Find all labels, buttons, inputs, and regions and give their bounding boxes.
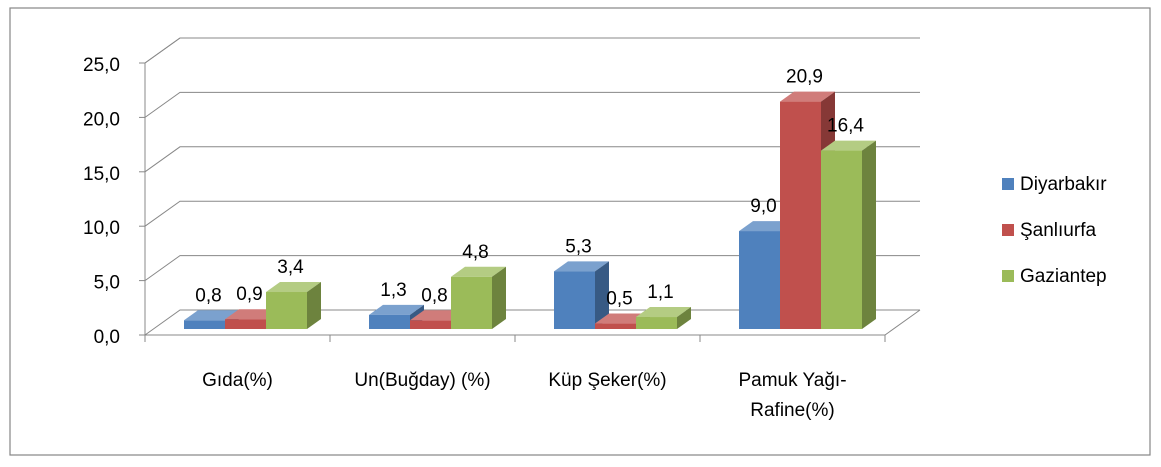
y-tick-label: 10,0 <box>83 218 120 239</box>
y-tick-label: 0,0 <box>94 327 120 348</box>
value-label: 1,1 <box>647 282 673 303</box>
bar-side <box>307 282 321 329</box>
bar-side <box>595 261 609 329</box>
bar-top <box>184 310 239 321</box>
legend-label: Diyarbakır <box>1020 174 1107 195</box>
bar <box>451 266 506 329</box>
grid-line <box>144 200 920 227</box>
bar-side <box>862 140 876 329</box>
bar-side <box>492 266 506 329</box>
value-label: 20,9 <box>786 67 823 88</box>
x-tick-label: Küp Şeker(%) <box>548 370 666 391</box>
bar-top <box>821 140 876 151</box>
bar-top <box>780 91 835 102</box>
value-label: 0,5 <box>606 289 632 310</box>
grid-line <box>144 255 920 282</box>
bar-front <box>821 150 862 329</box>
value-label: 3,4 <box>277 257 304 278</box>
y-tick-label: 15,0 <box>83 164 120 185</box>
x-tick-label: Un(Buğday) (%) <box>354 370 490 391</box>
x-tick-label: Gıda(%) <box>202 370 273 391</box>
bar-top <box>636 307 691 318</box>
x-tick-label: Pamuk Yağı-Rafine(%) <box>738 370 846 421</box>
bar-front <box>739 231 780 329</box>
bar-front <box>184 320 225 329</box>
grid-line <box>144 91 920 118</box>
bar-top <box>554 261 609 272</box>
grid-line <box>144 146 920 173</box>
value-label: 4,8 <box>462 242 488 263</box>
value-label: 1,3 <box>380 280 406 301</box>
bar <box>821 140 876 329</box>
bar-front <box>636 317 677 329</box>
legend-swatch <box>1002 270 1014 282</box>
bar-front <box>369 314 410 329</box>
value-label: 9,0 <box>750 196 776 217</box>
legend-swatch <box>1002 224 1014 236</box>
bar-top <box>451 266 506 277</box>
value-label: 0,9 <box>236 284 262 305</box>
bar-front <box>554 271 595 329</box>
bar <box>636 307 691 329</box>
bar-front <box>451 276 492 329</box>
value-label: 5,3 <box>565 236 591 257</box>
bar-top <box>266 282 321 293</box>
bar-front <box>410 320 451 329</box>
bar-top <box>369 304 424 315</box>
y-tick-label: 25,0 <box>83 55 120 76</box>
bar-front <box>225 319 266 329</box>
bar-front <box>595 323 636 329</box>
bar <box>266 282 321 329</box>
value-label: 0,8 <box>421 285 447 306</box>
y-tick-label: 5,0 <box>94 273 120 294</box>
bar-side <box>677 307 691 329</box>
legend-swatch <box>1002 178 1014 190</box>
legend-label: Gaziantep <box>1020 266 1107 287</box>
legend-label: Şanlıurfa <box>1020 220 1096 241</box>
value-label: 16,4 <box>827 116 864 137</box>
bar-front <box>266 292 307 329</box>
chart-frame <box>9 7 1151 456</box>
bar <box>554 261 609 329</box>
bar-front <box>780 101 821 329</box>
value-label: 0,8 <box>195 285 221 306</box>
grid-line <box>144 37 920 64</box>
y-tick-label: 20,0 <box>83 109 120 130</box>
